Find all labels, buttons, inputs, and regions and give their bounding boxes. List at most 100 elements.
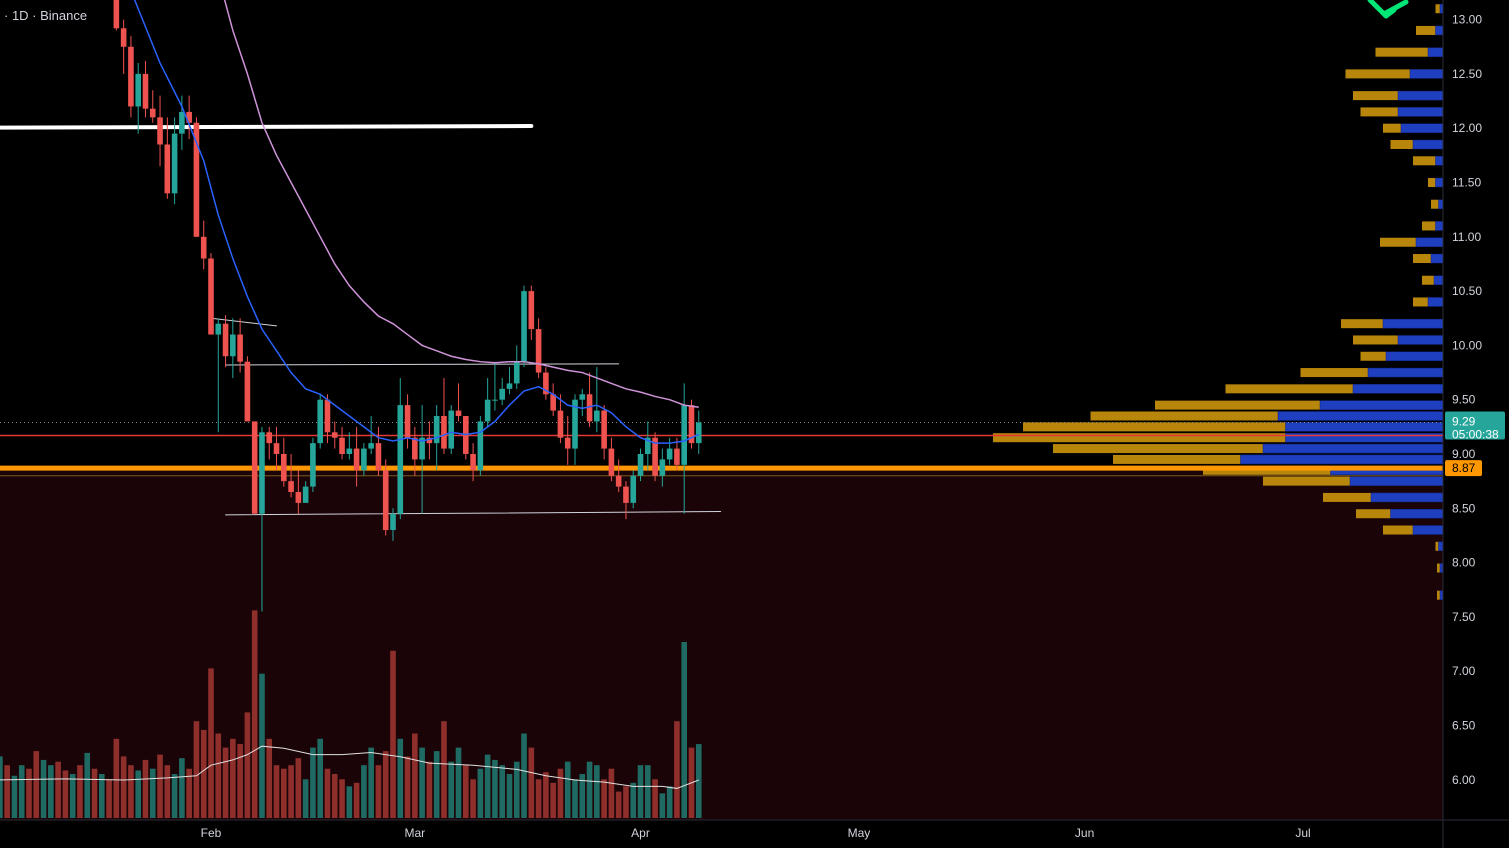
candle[interactable] [572,399,578,449]
volume-bar [251,610,258,818]
candle[interactable] [448,410,455,449]
candle[interactable] [230,334,236,357]
candle[interactable] [484,399,491,422]
trendline-upper-thin[interactable] [210,317,278,327]
candle[interactable] [550,394,556,411]
candle[interactable] [492,399,498,401]
candle[interactable] [564,437,571,449]
candle[interactable] [455,410,462,416]
candle[interactable] [630,475,637,503]
candle[interactable] [281,454,287,482]
candle[interactable] [251,421,258,514]
candle[interactable] [361,448,367,471]
candle[interactable] [382,470,389,531]
candle[interactable] [594,410,600,422]
candle[interactable] [470,454,476,471]
trendline-range-top[interactable] [225,363,620,366]
candle[interactable] [397,405,404,514]
candle[interactable] [412,437,418,460]
volume-profile-bar-inner [1240,454,1444,465]
candle[interactable] [557,410,564,438]
candle[interactable] [186,111,192,123]
candle[interactable] [295,492,302,503]
candle[interactable] [331,432,338,438]
candle[interactable] [120,28,127,47]
candle[interactable] [215,323,222,335]
candle[interactable] [543,372,549,395]
candle[interactable] [244,361,251,422]
candle[interactable] [637,454,644,476]
volume-bar [513,761,520,818]
candle[interactable] [142,73,149,109]
candle[interactable] [645,437,651,454]
candle[interactable] [615,475,622,487]
candle[interactable] [666,448,673,460]
candle[interactable] [433,415,440,444]
candle[interactable] [302,486,309,503]
candle[interactable] [506,383,513,389]
symbol-legend[interactable]: · 1D · Binance [4,8,88,23]
candle[interactable] [659,459,666,476]
candle[interactable] [113,0,120,29]
candle[interactable] [149,108,156,118]
candle[interactable] [200,236,207,259]
volume-bar [55,761,61,818]
candle[interactable] [339,437,345,454]
candle[interactable] [441,415,447,449]
candle[interactable] [404,405,411,438]
poc-price-tag[interactable] [1445,460,1482,477]
candle[interactable] [608,448,615,476]
candle[interactable] [368,443,374,449]
candle[interactable] [521,291,527,362]
candle[interactable] [477,421,484,471]
volume-bar [543,772,549,818]
candle[interactable] [353,448,360,471]
last-price-tag[interactable] [1445,411,1505,440]
candle[interactable] [237,334,243,362]
candle[interactable] [208,258,214,335]
candle[interactable] [579,394,586,400]
candle[interactable] [317,399,323,444]
candle[interactable] [623,486,629,503]
candle[interactable] [535,329,542,373]
trendline-range-bottom[interactable] [225,511,722,516]
candle[interactable] [171,133,178,194]
candle[interactable] [674,448,680,465]
candle[interactable] [273,443,280,454]
candle[interactable] [324,399,331,433]
candle[interactable] [513,361,520,384]
candle[interactable] [179,111,185,134]
candle[interactable] [681,405,687,465]
volume-profile-bar-inner [1412,525,1444,535]
candle[interactable] [652,437,658,476]
candle[interactable] [266,432,273,444]
candle[interactable] [164,144,171,194]
candle[interactable] [419,437,425,460]
candle[interactable] [259,432,265,514]
volume-bar [382,751,389,818]
candle[interactable] [688,405,695,444]
trendline-white-thick[interactable] [0,124,534,130]
candle[interactable] [346,448,353,454]
volume-bar [244,712,251,818]
arrow-icon[interactable] [1367,0,1409,19]
candle[interactable] [222,323,229,357]
candle[interactable] [426,437,433,444]
candle[interactable] [288,481,294,493]
candle[interactable] [499,388,505,400]
candle[interactable] [157,117,163,145]
candle[interactable] [528,291,535,330]
volume-profile-bar [1422,221,1443,231]
candle[interactable] [375,443,382,471]
candle[interactable] [586,394,593,422]
candle[interactable] [390,513,396,531]
candle[interactable] [695,422,702,444]
candle[interactable] [135,73,141,107]
candle[interactable] [310,443,316,487]
volume-bar [353,782,360,818]
candle[interactable] [193,122,200,237]
candle[interactable] [601,410,607,449]
candle[interactable] [128,46,134,107]
